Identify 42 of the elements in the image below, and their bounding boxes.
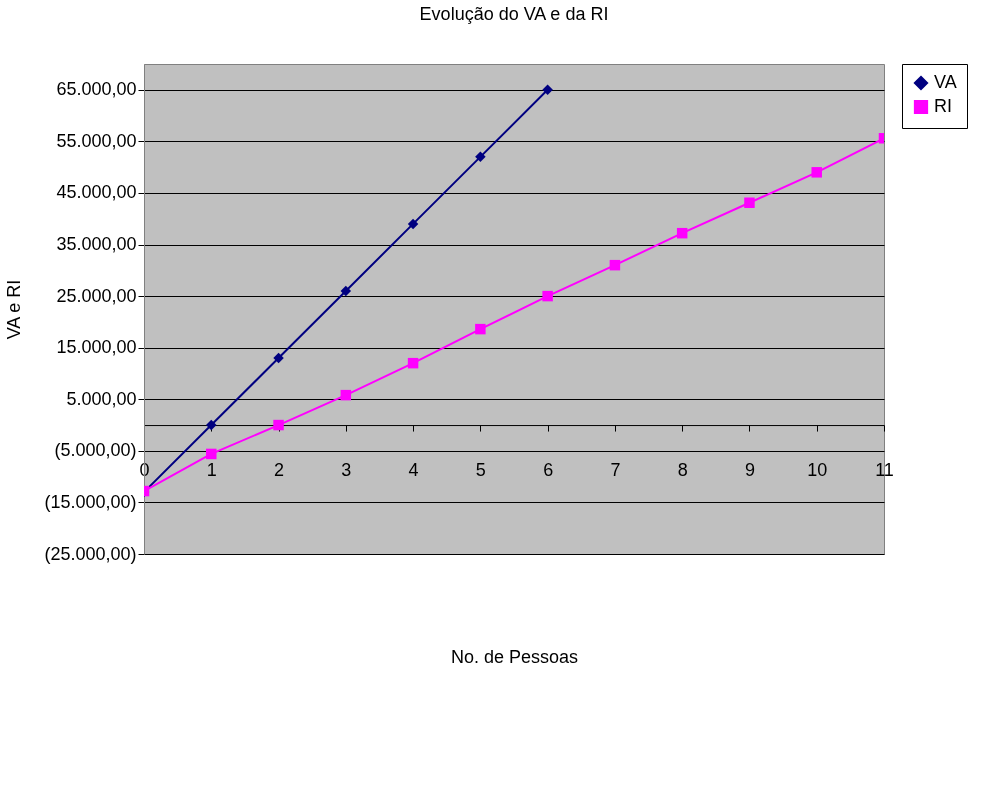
point [676, 227, 688, 239]
x-tick-label: 9 [744, 459, 755, 480]
point [407, 218, 419, 230]
y-axis-title: VA e RI [4, 279, 25, 340]
x-tick-label: 8 [677, 459, 688, 480]
point [273, 419, 284, 431]
x-tick-label: 5 [475, 459, 486, 480]
point [609, 259, 621, 271]
y-tick-label: 45.000,00 [56, 182, 137, 203]
point [744, 197, 755, 208]
point [206, 448, 217, 460]
point [811, 167, 822, 178]
point [542, 84, 553, 96]
x-axis-title: No. de Pessoas [450, 646, 579, 667]
y-tick-label: 35.000,00 [56, 234, 137, 255]
y-tick-label: 55.000,00 [56, 130, 137, 151]
point [542, 290, 553, 302]
x-tick-label: 4 [408, 459, 419, 480]
x-tick-label: 11 [875, 459, 894, 480]
point [475, 323, 486, 335]
x-tick-label: 7 [610, 459, 621, 480]
legend-label: VA [934, 72, 957, 92]
point [206, 419, 217, 431]
x-tick-label: 10 [807, 459, 828, 480]
y-tick-label: 65.000,00 [56, 79, 137, 100]
y-tick-label: (5.000,00) [54, 440, 137, 461]
legend-label: RI [934, 96, 952, 116]
y-tick-label: 5.000,00 [66, 388, 137, 409]
y-tick-label: (25.000,00) [44, 543, 137, 564]
x-tick-label: 6 [543, 459, 554, 480]
chart-title: Evolução do VA e da RI [419, 3, 609, 24]
y-tick-label: 15.000,00 [56, 337, 137, 358]
x-tick-label: 1 [206, 459, 217, 480]
point [340, 389, 352, 401]
x-tick-label: 2 [274, 459, 285, 480]
y-tick-label: (15.000,00) [44, 491, 137, 512]
point [407, 357, 419, 369]
point [340, 285, 352, 297]
point [475, 151, 486, 163]
y-tick-label: 25.000,00 [56, 285, 137, 306]
point [273, 352, 284, 364]
x-tick-label: 3 [341, 459, 352, 480]
